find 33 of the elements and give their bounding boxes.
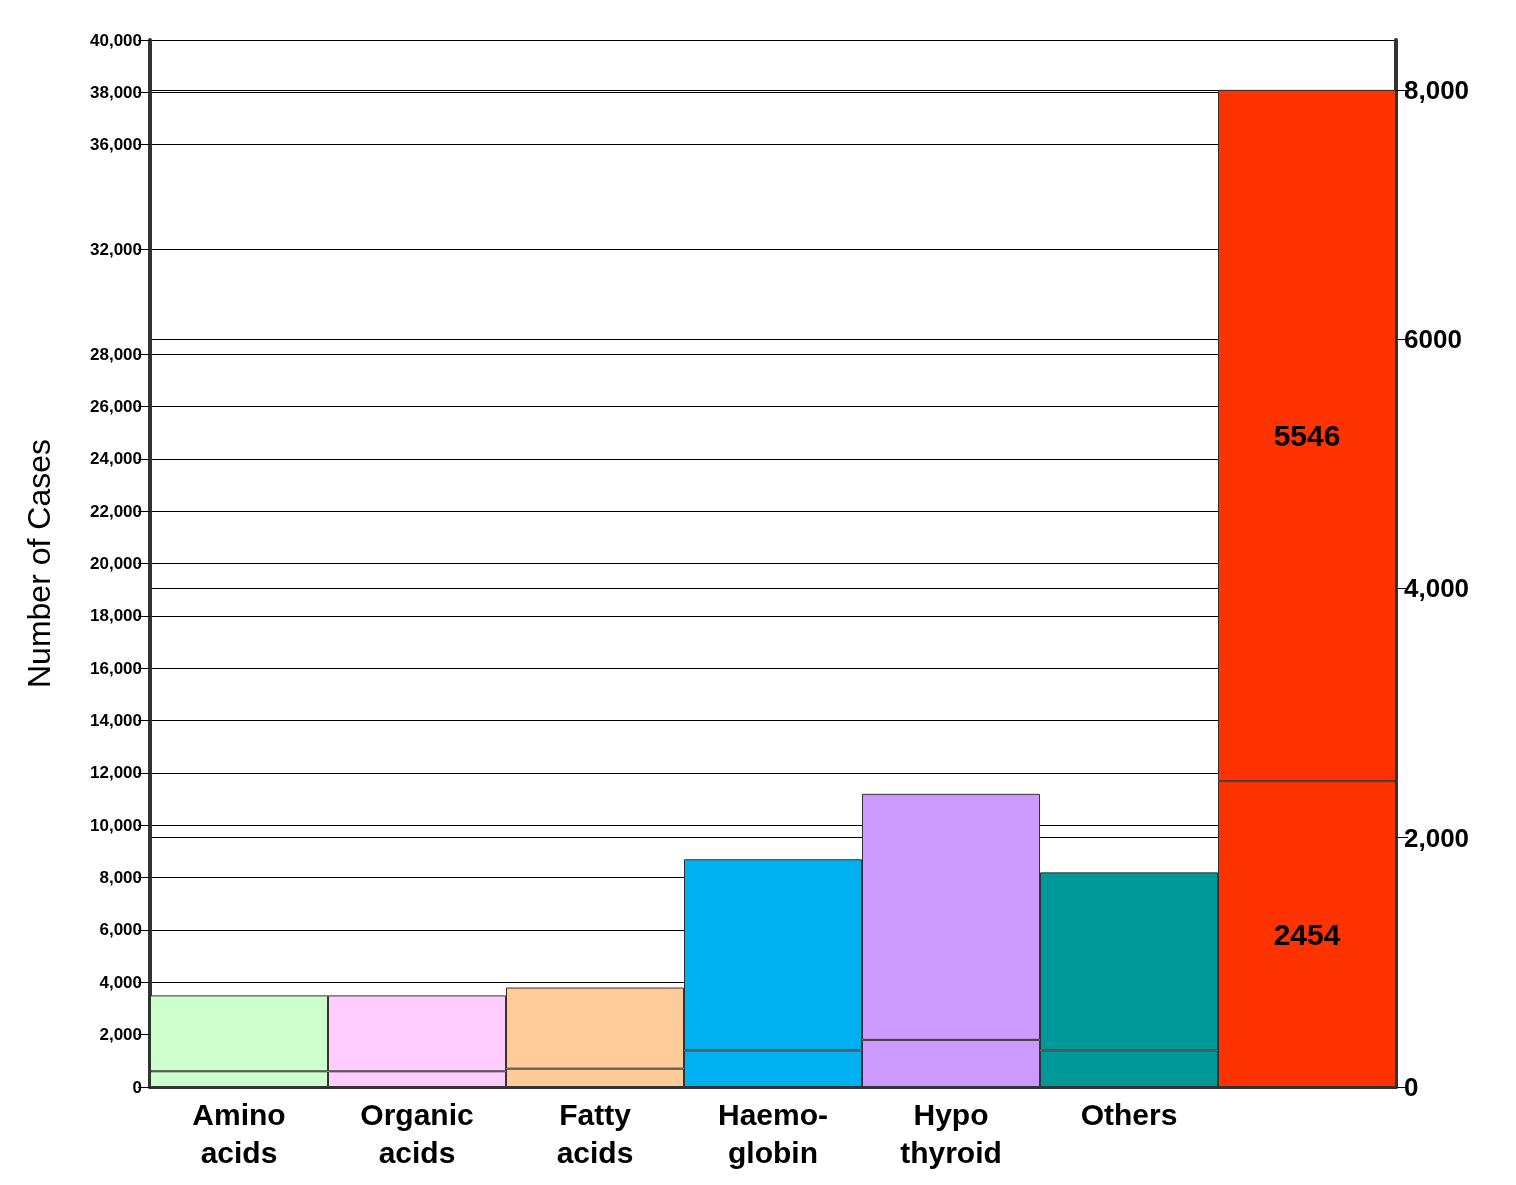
- y-axis-title: Number of Cases: [21, 439, 57, 688]
- y-tick-label: 4,000: [99, 972, 142, 992]
- data-label: 2454: [1273, 917, 1341, 951]
- y-tick-label: 28,000: [90, 344, 142, 364]
- y-tick-label: 14,000: [90, 711, 142, 731]
- y-tick-label: 2,000: [99, 1025, 142, 1045]
- y2-tick-label: 0: [1404, 1072, 1419, 1102]
- y-tick-label: 22,000: [90, 501, 142, 521]
- y-tick-label: 36,000: [90, 135, 142, 155]
- y-tick-label: 18,000: [90, 606, 142, 626]
- y-tick-label: 40,000: [90, 30, 142, 50]
- y2-tick-label: 4,000: [1404, 573, 1470, 604]
- x-tick-label: Haemo- globin: [717, 1097, 829, 1169]
- x-tick-label: Others: [1080, 1097, 1178, 1131]
- y-tick-label: 12,000: [90, 763, 142, 783]
- y-tick-label: 16,000: [90, 658, 142, 678]
- y-tick-label: 26,000: [90, 396, 142, 416]
- y2-tick-label: 8,000: [1404, 74, 1470, 105]
- y2-tick-label: 6000: [1404, 324, 1462, 355]
- y-tick-label: 0: [132, 1077, 142, 1097]
- y-tick-label: 20,000: [90, 554, 142, 573]
- y-tick-label: 8,000: [99, 868, 142, 888]
- y-tick-label: 38,000: [90, 82, 142, 102]
- x-tick-label: Hypo thyroid: [900, 1097, 1002, 1169]
- x-tick-label: Amino acids: [192, 1097, 286, 1169]
- x-tick-label: Fatty acids: [556, 1097, 634, 1169]
- x-tick-label: Organic acids: [360, 1097, 474, 1169]
- y-tick-label: 6,000: [99, 920, 142, 940]
- y2-tick-label: 2,000: [1404, 822, 1470, 853]
- data-label: 5546: [1273, 418, 1341, 452]
- y-tick-label: 10,000: [90, 815, 142, 835]
- y-tick-label: 32,000: [90, 239, 142, 259]
- y-tick-label: 24,000: [90, 449, 142, 469]
